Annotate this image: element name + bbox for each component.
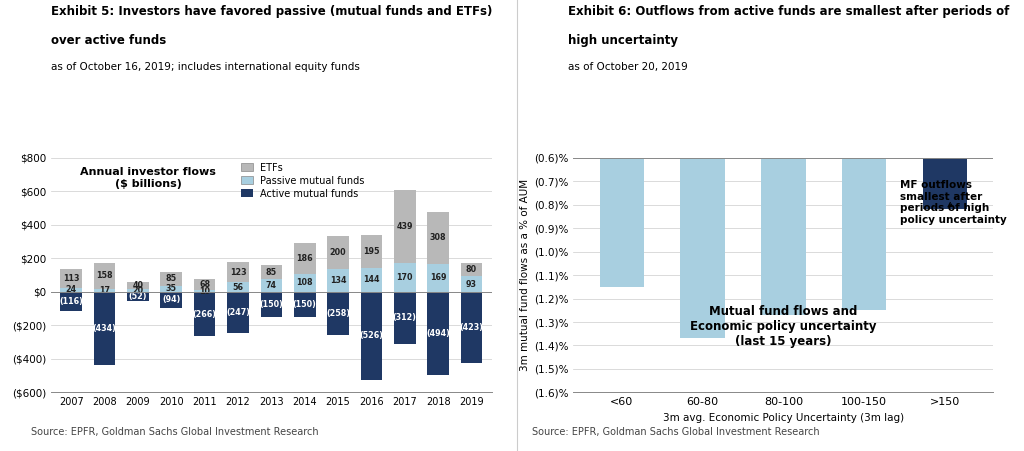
Text: high uncertainty: high uncertainty [568, 34, 678, 47]
Text: 85: 85 [166, 274, 177, 283]
Text: 134: 134 [330, 276, 346, 285]
Bar [294, 243, 315, 274]
Bar [328, 236, 349, 269]
Bar [161, 272, 182, 286]
Bar [94, 262, 116, 289]
Y-axis label: 3m mutual fund flows as a % of AUM: 3m mutual fund flows as a % of AUM [520, 179, 529, 371]
Bar [60, 292, 82, 311]
Text: 85: 85 [266, 268, 276, 277]
Text: 10: 10 [199, 286, 210, 295]
Text: 24: 24 [66, 285, 77, 295]
Text: 108: 108 [296, 278, 313, 287]
Bar [427, 212, 449, 263]
Text: (247): (247) [226, 308, 250, 317]
Text: as of October 20, 2019: as of October 20, 2019 [568, 62, 688, 72]
Bar [294, 292, 315, 317]
Bar [194, 292, 215, 336]
Text: Mutual fund flows and
Economic policy uncertainty
(last 15 years): Mutual fund flows and Economic policy un… [690, 305, 877, 348]
Text: (423): (423) [460, 323, 483, 332]
Bar [294, 274, 315, 292]
Bar [461, 263, 482, 276]
Bar [394, 190, 416, 263]
Text: Annual investor flows
($ billions): Annual investor flows ($ billions) [80, 167, 216, 189]
Text: 308: 308 [430, 233, 446, 242]
Bar [427, 263, 449, 292]
Bar [461, 276, 482, 292]
Text: 186: 186 [296, 254, 313, 262]
Text: 35: 35 [166, 285, 177, 294]
Text: Source: EPFR, Goldman Sachs Global Investment Research: Source: EPFR, Goldman Sachs Global Inves… [532, 428, 820, 437]
Bar [842, 17, 887, 310]
Bar [94, 292, 116, 364]
Bar [127, 282, 148, 289]
Bar [161, 292, 182, 308]
Bar [761, 17, 806, 315]
Text: (258): (258) [326, 309, 350, 318]
Text: (52): (52) [129, 292, 147, 301]
Legend: ETFs, Passive mutual funds, Active mutual funds: ETFs, Passive mutual funds, Active mutua… [241, 163, 365, 198]
Text: (150): (150) [259, 300, 284, 309]
Bar [923, 17, 967, 209]
Bar [94, 289, 116, 292]
Text: (526): (526) [359, 331, 383, 341]
Text: 195: 195 [364, 247, 380, 256]
X-axis label: 3m avg. Economic Policy Uncertainty (3m lag): 3m avg. Economic Policy Uncertainty (3m … [663, 413, 904, 423]
Bar [60, 269, 82, 288]
Bar [461, 292, 482, 363]
Text: 93: 93 [466, 280, 477, 289]
Text: 200: 200 [330, 248, 346, 257]
Bar [194, 279, 215, 290]
Bar [227, 282, 249, 292]
Text: over active funds: over active funds [51, 34, 167, 47]
Text: 56: 56 [232, 283, 244, 292]
Bar [394, 292, 416, 344]
Bar [680, 17, 725, 338]
Text: 113: 113 [62, 274, 80, 283]
Text: 144: 144 [364, 275, 380, 284]
Text: 170: 170 [396, 273, 413, 282]
Text: 68: 68 [199, 280, 210, 289]
Bar [260, 265, 283, 280]
Bar [60, 288, 82, 292]
Text: Exhibit 5: Investors have favored passive (mutual funds and ETFs): Exhibit 5: Investors have favored passiv… [51, 5, 493, 18]
Bar [328, 269, 349, 292]
Text: 20: 20 [132, 285, 143, 295]
Bar [227, 292, 249, 333]
Text: (116): (116) [59, 297, 83, 306]
Text: (266): (266) [193, 310, 217, 319]
Bar [127, 289, 148, 292]
Bar [127, 292, 148, 300]
Text: (312): (312) [393, 313, 417, 322]
Text: 17: 17 [99, 286, 110, 295]
Text: 74: 74 [266, 281, 276, 290]
Text: MF outflows
smallest after
periods of high
policy uncertainty: MF outflows smallest after periods of hi… [900, 180, 1008, 225]
Text: 40: 40 [132, 281, 143, 290]
Bar [600, 17, 644, 287]
Bar [360, 268, 382, 292]
Text: Source: EPFR, Goldman Sachs Global Investment Research: Source: EPFR, Goldman Sachs Global Inves… [31, 428, 318, 437]
Text: (150): (150) [293, 300, 316, 309]
Text: 439: 439 [396, 222, 413, 231]
Text: as of October 16, 2019; includes international equity funds: as of October 16, 2019; includes interna… [51, 62, 360, 72]
Text: 169: 169 [430, 273, 446, 282]
Bar [360, 292, 382, 380]
Bar [260, 280, 283, 292]
Text: 123: 123 [229, 268, 247, 276]
Text: 80: 80 [466, 265, 477, 274]
Bar [161, 286, 182, 292]
Bar [328, 292, 349, 335]
Text: 158: 158 [96, 272, 113, 280]
Bar [360, 235, 382, 268]
Text: Exhibit 6: Outflows from active funds are smallest after periods of: Exhibit 6: Outflows from active funds ar… [568, 5, 1010, 18]
Text: (494): (494) [426, 329, 451, 338]
Bar [194, 290, 215, 292]
Text: (94): (94) [162, 295, 180, 304]
Text: (434): (434) [92, 324, 117, 333]
Bar [427, 292, 449, 375]
Bar [394, 263, 416, 292]
Bar [260, 292, 283, 317]
Bar [227, 262, 249, 282]
